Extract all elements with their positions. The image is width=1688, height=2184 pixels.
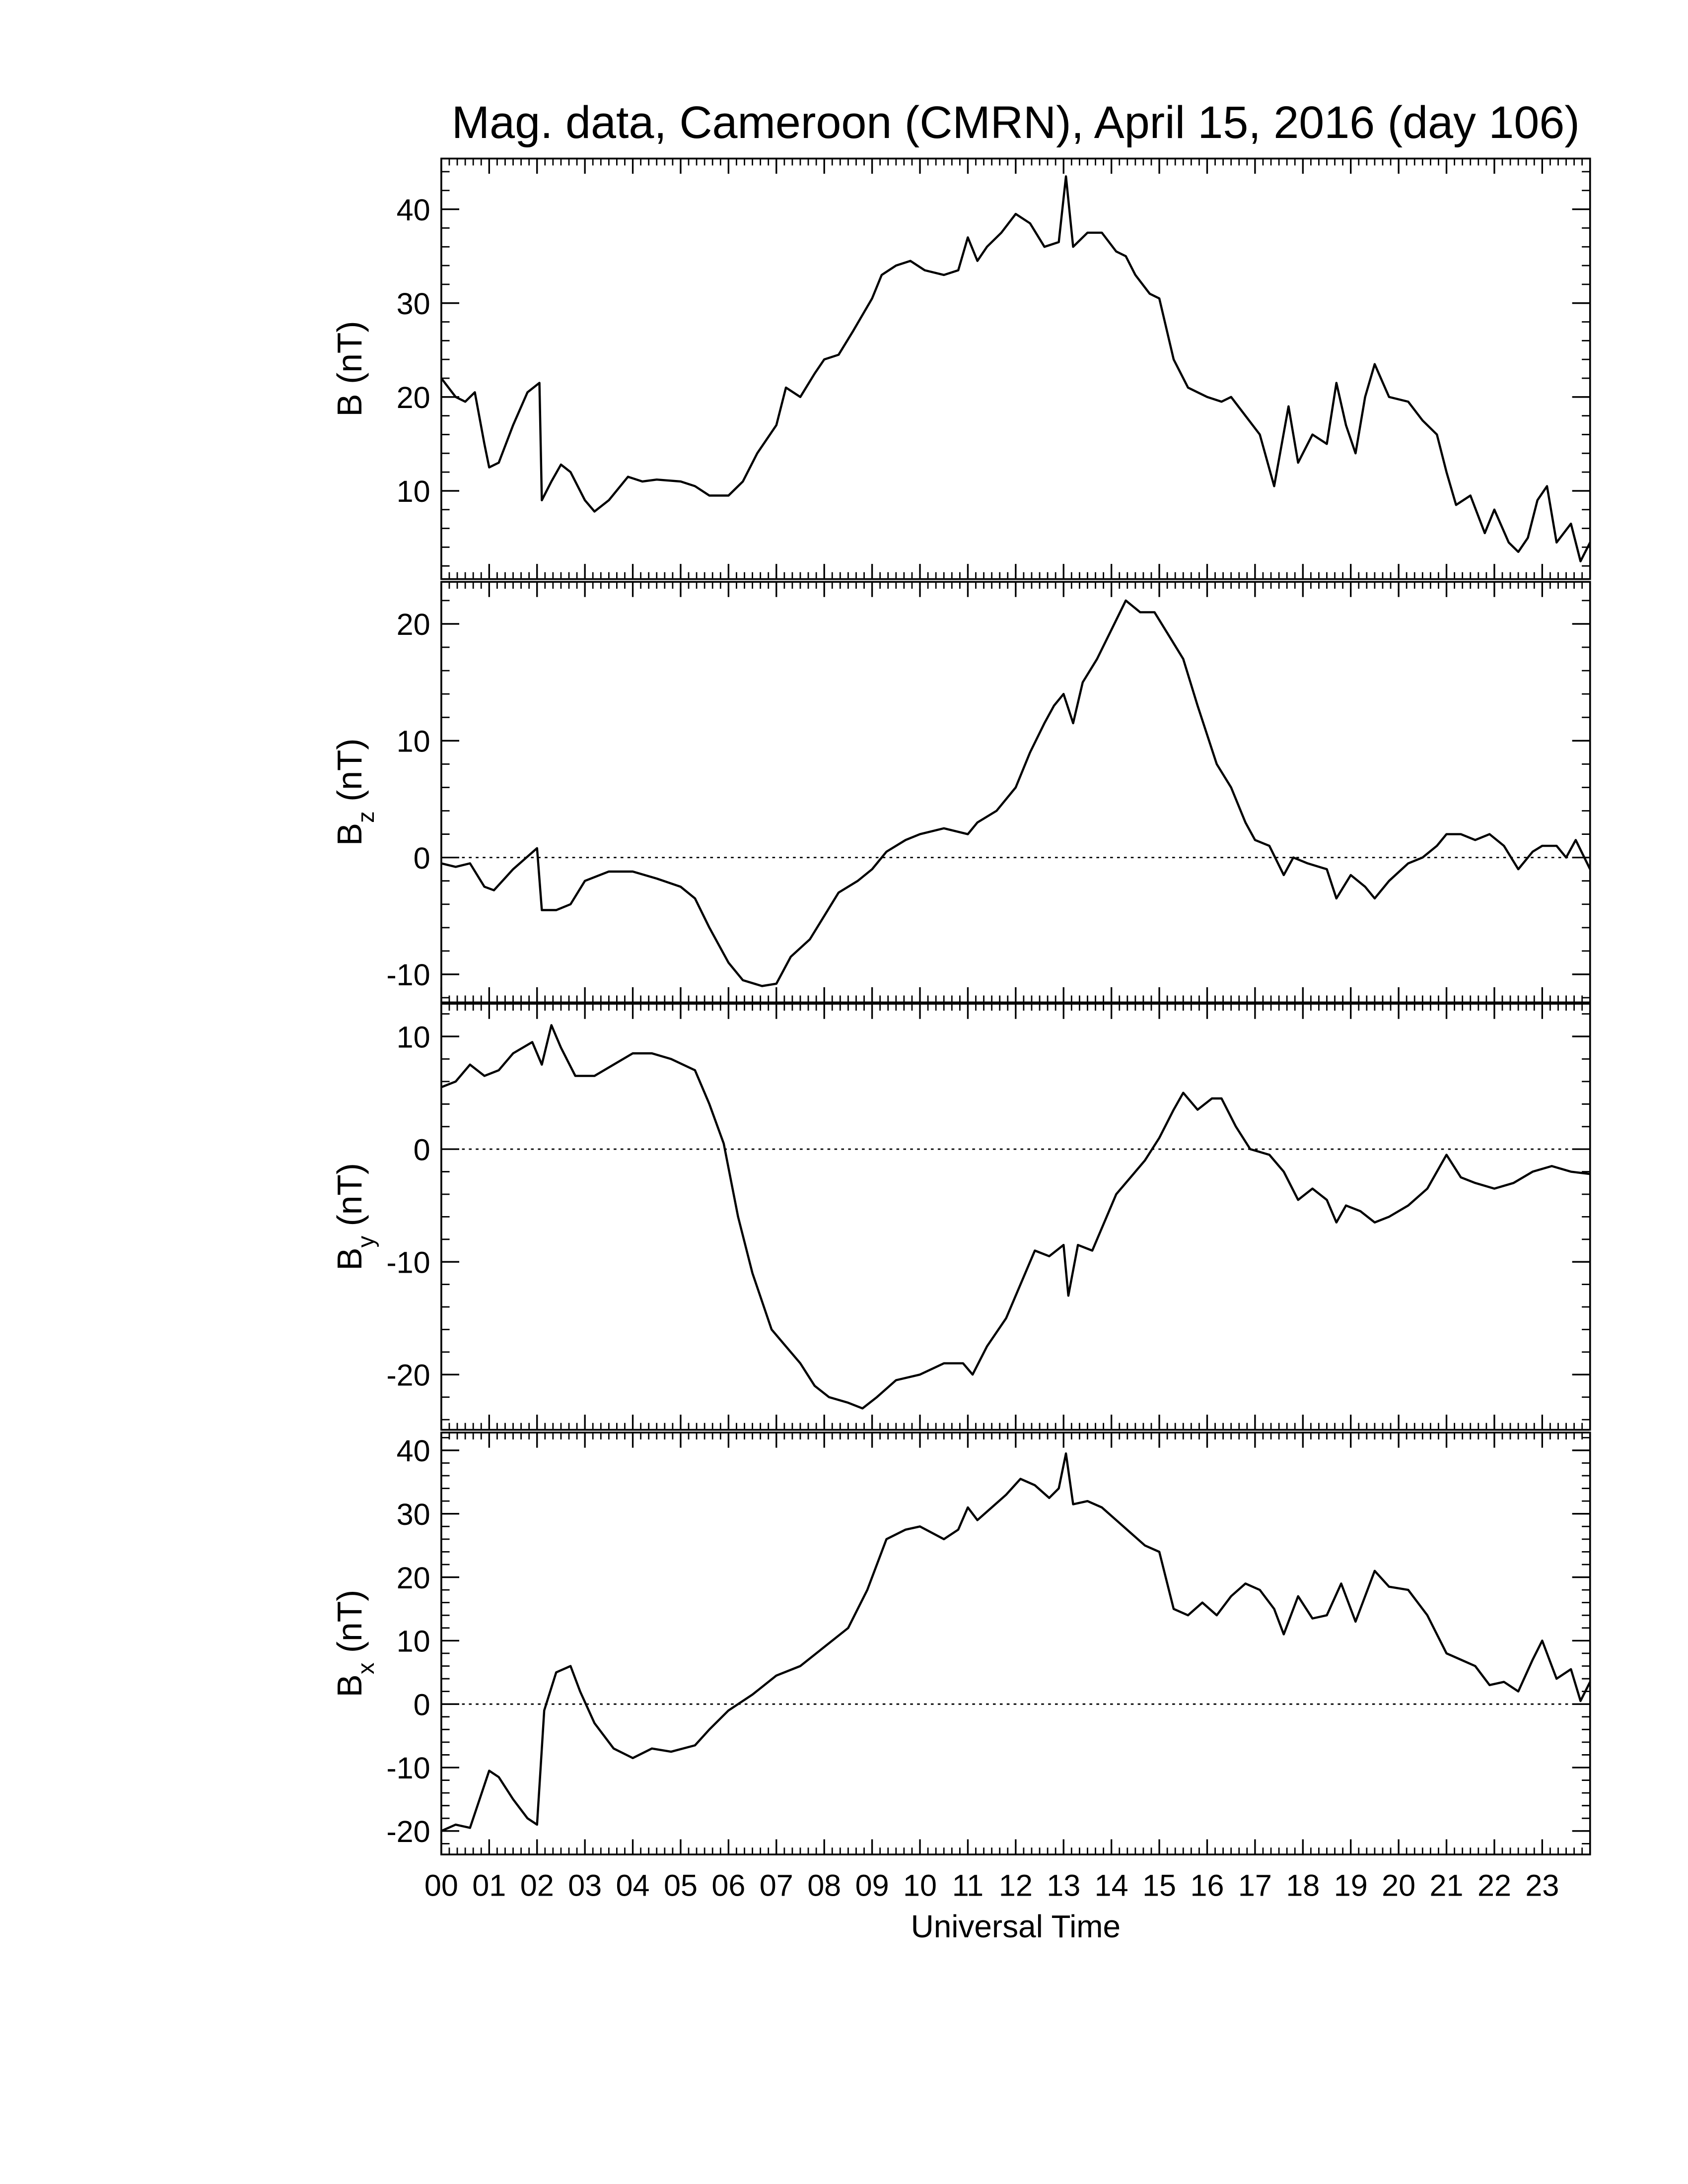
y-axis-label: Bz (nT) [330, 739, 379, 846]
x-tick-label: 14 [1095, 1868, 1128, 1902]
data-line [441, 1024, 1591, 1410]
y-axis-label: B (nT) [330, 321, 369, 417]
x-tick-label: 22 [1477, 1868, 1511, 1902]
y-tick-label: 10 [397, 475, 430, 508]
x-tick-label: 07 [760, 1868, 793, 1902]
y-tick-label: 20 [397, 381, 430, 414]
y-label-unit: (nT) [330, 321, 369, 384]
data-line [440, 1452, 1591, 1832]
plot-frame [440, 157, 1591, 580]
y-tick-label: 30 [397, 1498, 430, 1531]
x-tick-label: 05 [664, 1868, 698, 1902]
x-tick-label: 02 [520, 1868, 554, 1902]
data-line [441, 599, 1591, 987]
y-axis-label: Bx (nT) [330, 1590, 379, 1698]
y-label-unit: (nT) [330, 739, 369, 802]
y-tick-label: 40 [397, 193, 430, 227]
y-label-symbol: B [330, 823, 369, 846]
y-label-subscript: z [353, 811, 379, 823]
y-label-unit: (nT) [330, 1590, 369, 1653]
y-tick-label: 10 [397, 1020, 430, 1054]
x-tick-label: 12 [999, 1868, 1033, 1902]
x-tick-label: 17 [1238, 1868, 1272, 1902]
x-tick-label: 00 [424, 1868, 458, 1902]
y-tick-label: -10 [386, 1751, 430, 1785]
y-tick-label: 30 [397, 287, 430, 321]
y-label-symbol: B [330, 1674, 369, 1697]
x-tick-label: 04 [616, 1868, 650, 1902]
y-tick-label: 0 [414, 1688, 430, 1721]
x-tick-label: 15 [1142, 1868, 1176, 1902]
x-tick-label: 11 [952, 1868, 984, 1902]
y-tick-label: 10 [397, 1625, 430, 1658]
plot-frame [440, 1003, 1591, 1431]
y-tick-label: 20 [397, 1561, 430, 1595]
plot-frame [440, 581, 1591, 1004]
y-label-symbol: B [330, 394, 369, 416]
y-label-unit: (nT) [330, 1163, 369, 1226]
y-axis-label: By (nT) [330, 1163, 379, 1271]
x-tick-label: 16 [1190, 1868, 1224, 1902]
y-tick-label: -10 [386, 1245, 430, 1279]
chart-title: Mag. data, Cameroon (CMRN), April 15, 20… [452, 97, 1580, 148]
x-tick-label: 19 [1334, 1868, 1368, 1902]
y-label-subscript: x [353, 1662, 379, 1674]
y-tick-label: 0 [414, 1133, 430, 1166]
y-tick-label: 10 [397, 725, 430, 758]
y-tick-label: 0 [414, 841, 430, 875]
x-tick-label: 20 [1382, 1868, 1415, 1902]
x-tick-label: 18 [1286, 1868, 1320, 1902]
x-tick-label: 10 [903, 1868, 937, 1902]
x-axis-label: Universal Time [911, 1909, 1121, 1944]
x-tick-label: 13 [1047, 1868, 1080, 1902]
y-tick-label: -20 [386, 1359, 430, 1392]
y-label-symbol: B [330, 1247, 369, 1270]
y-tick-label: -10 [386, 958, 430, 992]
x-tick-label: 08 [807, 1868, 841, 1902]
y-tick-label: -20 [386, 1815, 430, 1848]
x-tick-label: 03 [568, 1868, 602, 1902]
x-tick-label: 21 [1430, 1868, 1464, 1902]
data-line [440, 175, 1591, 562]
x-tick-label: 09 [855, 1868, 889, 1902]
x-tick-label: 23 [1525, 1868, 1559, 1902]
y-label-subscript: y [353, 1235, 379, 1247]
y-tick-label: 40 [397, 1434, 430, 1468]
y-tick-label: 20 [397, 608, 430, 641]
x-tick-label: 01 [472, 1868, 506, 1902]
x-tick-label: 06 [711, 1868, 745, 1902]
plot-frame [440, 1432, 1591, 1855]
